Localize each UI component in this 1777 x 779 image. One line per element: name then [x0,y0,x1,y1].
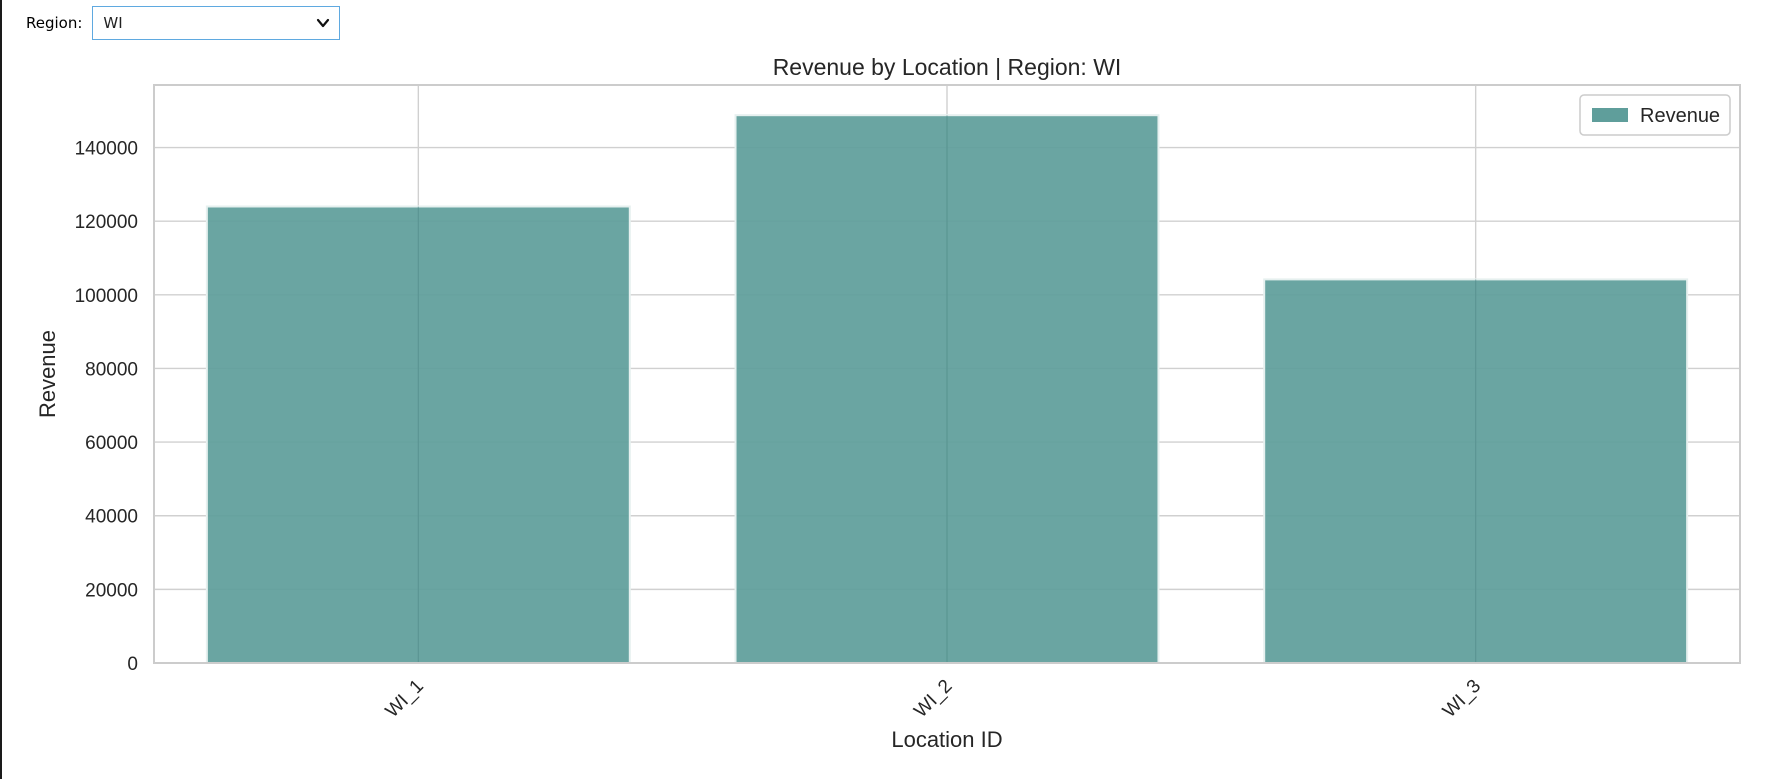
x-axis-ticks: WI_1 WI_2 WI_3 [382,676,1486,722]
plot-frame [153,84,1741,664]
x-tick-label: WI_3 [1439,676,1485,722]
y-tick-label: 80000 [85,359,138,380]
x-tick-label: WI_1 [382,676,428,722]
y-axis-ticks: 0 20000 40000 60000 80000 100000 120000 140000 [75,139,138,675]
y-tick-label: 20000 [85,580,138,601]
y-tick-label: 120000 [75,212,138,233]
y-tick-label: 40000 [85,507,138,528]
legend-label: Revenue [1640,105,1720,127]
y-tick-label: 60000 [85,433,138,454]
region-dropdown[interactable]: WI [92,6,341,40]
region-selected-value: WI [103,14,123,32]
x-axis-label: Location ID [891,727,1002,752]
legend: Revenue [1579,94,1731,136]
bars [205,114,1689,665]
legend-box [1579,94,1731,136]
y-axis-label: Revenue [35,330,60,418]
legend-swatch [1592,108,1628,122]
y-tick-label: 140000 [75,139,138,160]
region-label: Region: [26,14,83,32]
x-tick-label: WI_2 [910,676,956,722]
revenue-chart: Revenue by Location | Region: WI 0 20000 4… [35,54,1741,752]
region-control: Region: WI [26,6,341,40]
left-border [0,0,2,779]
chevron-down-icon [317,18,330,28]
y-tick-label: 100000 [75,286,138,307]
chart-title: Revenue by Location | Region: WI [773,54,1122,80]
y-tick-label: 0 [127,654,138,675]
